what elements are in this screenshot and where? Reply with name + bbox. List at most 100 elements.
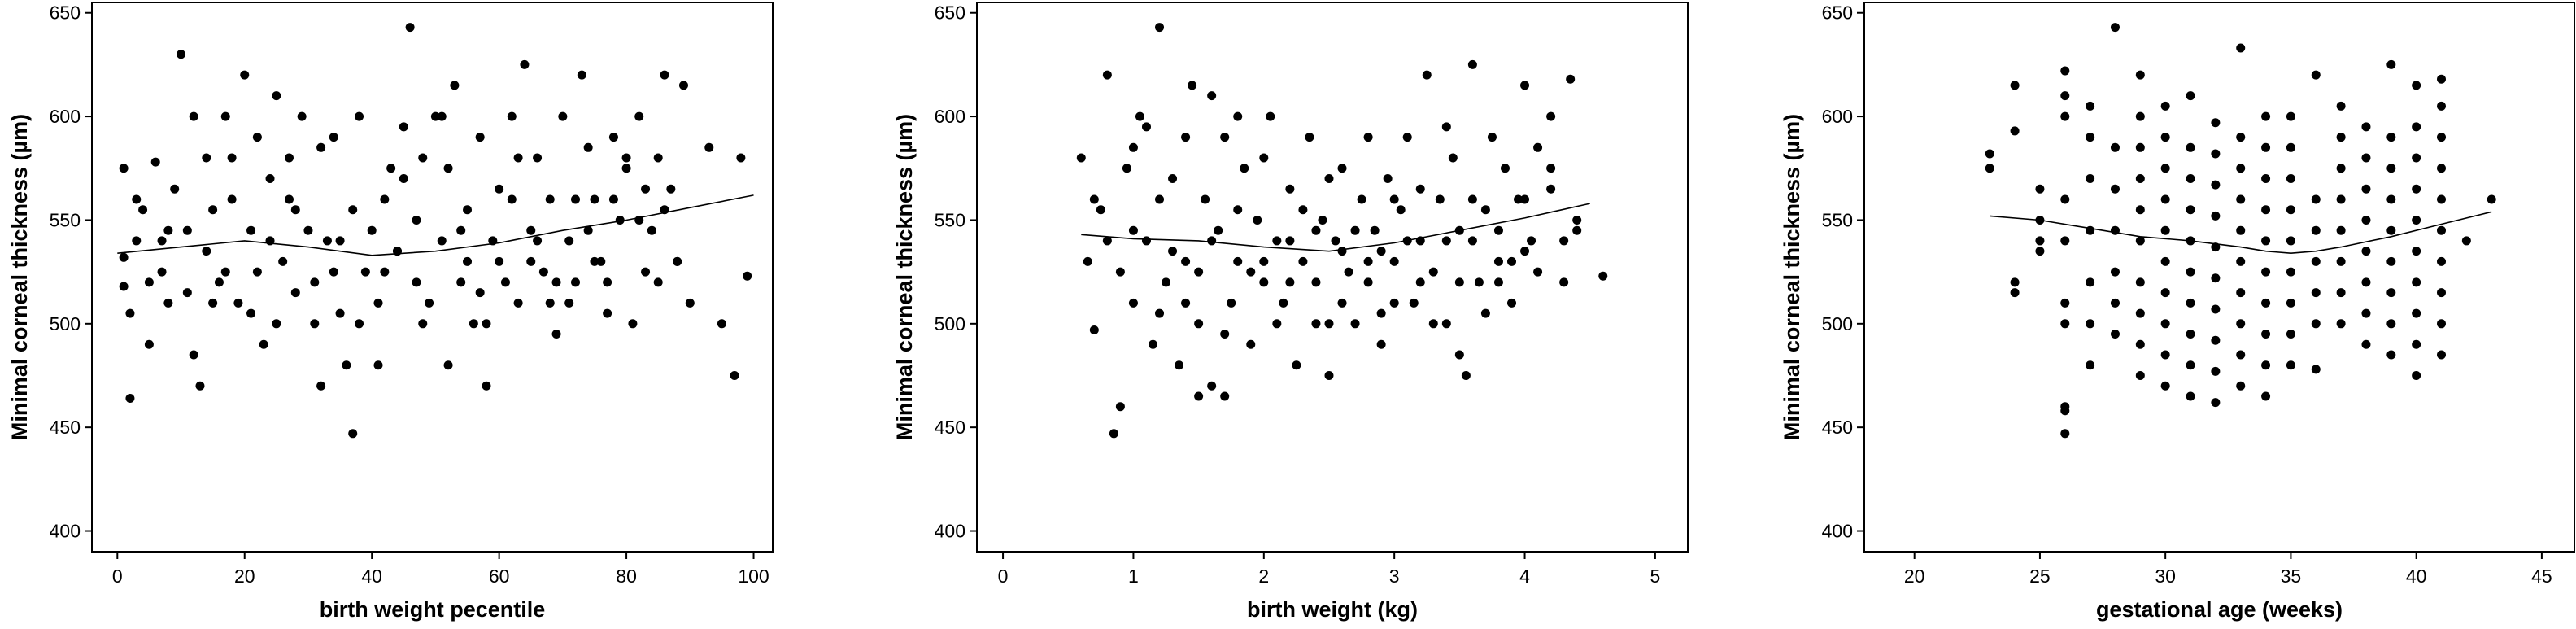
x-axis-title: birth weight (kg) [1247, 597, 1418, 622]
data-point [2261, 142, 2271, 152]
data-point [2311, 256, 2321, 266]
data-point [2437, 74, 2447, 84]
data-point [1227, 298, 1236, 308]
data-point [2086, 174, 2095, 184]
data-point [2086, 319, 2095, 329]
data-point [1389, 256, 1399, 266]
data-point [730, 370, 739, 380]
data-point [252, 267, 262, 277]
x-tick-label: 20 [234, 566, 255, 587]
data-point [545, 194, 555, 204]
data-point [2160, 288, 2170, 298]
data-point [1279, 298, 1288, 308]
fit-line [117, 194, 754, 256]
data-point [2437, 319, 2447, 329]
x-tick-label: 0 [112, 566, 123, 587]
data-point [1376, 339, 1386, 349]
data-point [1409, 298, 1419, 308]
data-point [647, 225, 656, 235]
data-point [2135, 370, 2145, 380]
fit-line [1990, 211, 2492, 255]
data-point [132, 236, 142, 246]
data-point [1141, 122, 1151, 132]
data-point [564, 298, 574, 308]
data-point [2160, 381, 2170, 391]
data-point [1546, 164, 1556, 173]
data-point [2060, 406, 2070, 416]
y-axis-title: Minimal corneal thickness (µm) [7, 114, 32, 440]
data-point [482, 319, 491, 329]
data-point [513, 298, 523, 308]
data-point [1141, 236, 1151, 246]
data-point [1214, 225, 1223, 235]
data-point [2060, 91, 2070, 101]
data-point [1272, 236, 1282, 246]
x-tick-label: 4 [1519, 566, 1530, 587]
data-point [208, 205, 218, 215]
x-tick-label: 0 [998, 566, 1009, 587]
data-point [1441, 122, 1451, 132]
data-point [2311, 70, 2321, 80]
data-point [1566, 74, 1576, 84]
data-point [1155, 194, 1165, 204]
data-point [2437, 194, 2447, 204]
data-point [1220, 133, 1230, 142]
data-point [2186, 391, 2195, 401]
data-point [1428, 319, 1438, 329]
data-point [1467, 236, 1477, 246]
data-point [233, 298, 243, 308]
data-point [1357, 194, 1366, 204]
data-point [425, 298, 434, 308]
data-point [1181, 133, 1191, 142]
data-point [545, 298, 555, 308]
y-tick-label: 500 [1822, 313, 1853, 334]
data-point [1155, 308, 1165, 318]
data-point [2135, 205, 2145, 215]
data-point [2386, 194, 2396, 204]
data-point [246, 225, 256, 235]
x-tick-label: 20 [1904, 566, 1925, 587]
data-point [290, 288, 300, 298]
data-point [2135, 174, 2145, 184]
data-point [653, 153, 663, 163]
data-point [456, 225, 466, 235]
data-point [367, 225, 377, 235]
data-point [2236, 256, 2246, 266]
data-point [533, 236, 543, 246]
y-tick-label: 400 [935, 521, 965, 542]
data-point [1507, 298, 1517, 308]
data-point [596, 256, 606, 266]
y-tick-label: 400 [1822, 521, 1853, 542]
data-point [634, 111, 644, 121]
data-point [1266, 111, 1275, 121]
data-point [1448, 153, 1458, 163]
data-point [2060, 236, 2070, 246]
data-point [2361, 215, 2371, 225]
data-point [1520, 194, 1530, 204]
data-point [2035, 247, 2045, 256]
data-point [2010, 126, 2020, 136]
data-point [2386, 350, 2396, 360]
data-point [2135, 339, 2145, 349]
data-point [412, 277, 421, 287]
data-point [1194, 391, 1204, 401]
fit-line [1081, 203, 1590, 252]
data-point [1467, 59, 1477, 69]
data-point [2261, 391, 2271, 401]
data-point [2086, 133, 2095, 142]
data-point [1467, 194, 1477, 204]
data-point [278, 256, 288, 266]
data-point [157, 236, 167, 246]
data-point [119, 252, 129, 262]
data-point [1168, 174, 1178, 184]
y-tick-label: 450 [1822, 417, 1853, 438]
data-point [1441, 319, 1451, 329]
data-point [450, 81, 460, 90]
data-point [456, 277, 466, 287]
data-point [495, 184, 504, 194]
data-point [463, 256, 473, 266]
data-point [220, 267, 230, 277]
data-point [329, 267, 338, 277]
data-point [1175, 360, 1184, 370]
data-point [1311, 277, 1321, 287]
